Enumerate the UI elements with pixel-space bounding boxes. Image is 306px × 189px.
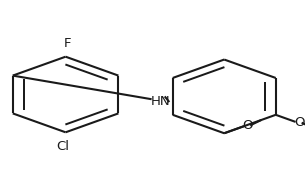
Text: O: O <box>243 119 253 132</box>
Text: O: O <box>294 116 305 129</box>
Text: F: F <box>63 37 71 50</box>
Text: Cl: Cl <box>56 140 69 153</box>
Text: HN: HN <box>150 95 170 108</box>
